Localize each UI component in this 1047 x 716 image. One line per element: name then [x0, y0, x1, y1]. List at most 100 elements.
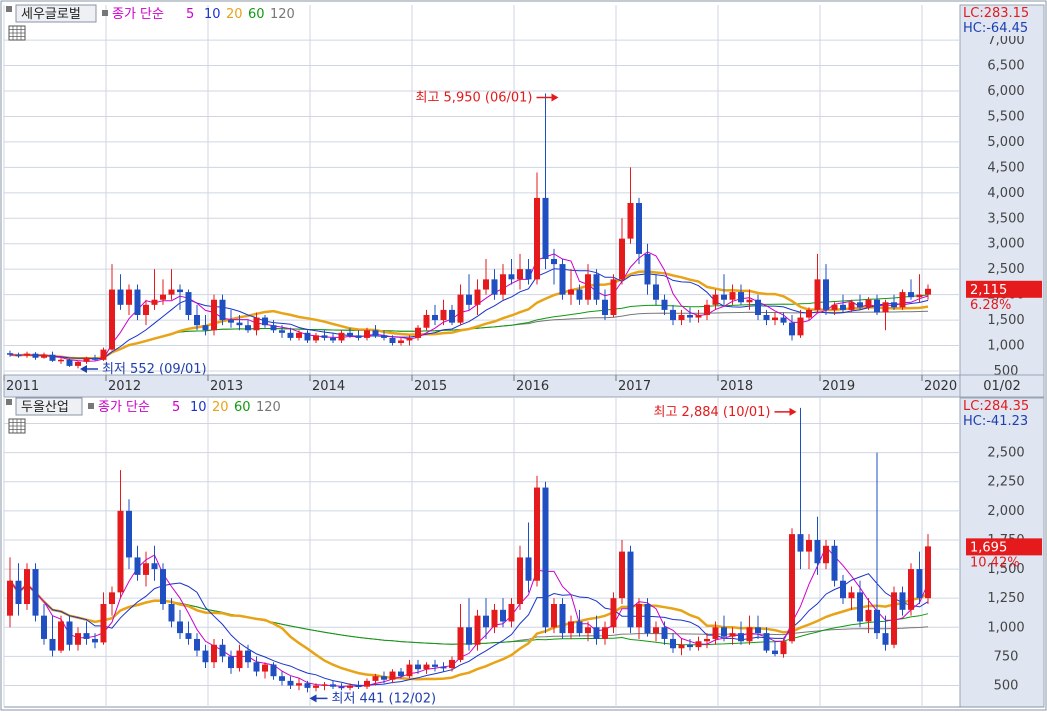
candle [500, 264, 506, 300]
candle-body [670, 309, 676, 321]
candle [593, 615, 600, 645]
candle [882, 299, 889, 331]
candle-body [194, 638, 200, 651]
candle [619, 218, 625, 285]
price-axis [959, 4, 1045, 376]
candle-body [151, 563, 158, 570]
ma-legend-120: 120 [256, 400, 281, 415]
candle [576, 284, 583, 305]
x-tick-label: 2020 [924, 379, 957, 394]
candle [823, 264, 829, 315]
candle [559, 598, 566, 639]
candle-body [780, 641, 787, 655]
candle [160, 279, 166, 305]
candle [789, 528, 795, 644]
candle-body [823, 545, 829, 564]
candle [143, 299, 149, 326]
candle [780, 312, 787, 326]
candle-body [627, 203, 634, 239]
candle [610, 274, 617, 318]
candle [712, 289, 719, 310]
candle-body [491, 279, 498, 295]
candle-body [704, 304, 710, 315]
last-price-badge [966, 538, 1042, 556]
candle [678, 638, 685, 656]
candle-body [58, 621, 64, 651]
candle-body [355, 335, 362, 338]
candle-body [738, 292, 744, 303]
candle [117, 274, 124, 310]
candle [729, 284, 736, 305]
candle-body [66, 359, 73, 366]
candle-body [542, 197, 549, 259]
candle [100, 347, 107, 361]
candle-body [755, 299, 761, 315]
stock-name-box[interactable] [15, 397, 83, 416]
candle-body [177, 289, 183, 293]
candle-body [474, 615, 481, 645]
candle [925, 284, 931, 300]
candle [321, 330, 328, 341]
candle [355, 680, 362, 690]
candle-body [891, 592, 897, 645]
candle-body [534, 197, 540, 280]
table-icon[interactable] [8, 418, 26, 434]
candle [83, 356, 90, 364]
candle [296, 678, 302, 691]
last-change-percent: 6.28% [970, 298, 1011, 313]
candle [151, 545, 158, 581]
candle-body [576, 289, 583, 300]
candle [653, 274, 659, 305]
candle [517, 545, 523, 610]
candle [253, 312, 260, 336]
candle [143, 551, 149, 587]
candle-body [423, 315, 430, 328]
candle [279, 671, 285, 686]
candle-body [483, 615, 489, 628]
candle [619, 539, 625, 605]
candle-body [304, 683, 311, 688]
candle-body [75, 633, 81, 645]
candle-body [100, 349, 107, 360]
candle-body [823, 279, 829, 310]
candle [398, 337, 404, 346]
candle [483, 259, 489, 295]
ma-legend-5: 5 [186, 7, 194, 22]
stock-name[interactable]: 세우글로벌 [21, 7, 81, 22]
candle-body [772, 650, 778, 655]
candle-body [551, 259, 557, 265]
candle-body [619, 238, 625, 280]
candle [721, 274, 727, 305]
candle [746, 615, 753, 645]
candle [381, 671, 387, 684]
candle-body [602, 627, 608, 639]
candle-body [364, 330, 370, 338]
candle-body [330, 684, 336, 687]
candle-body [415, 664, 421, 670]
candle [389, 669, 396, 684]
candle-body [7, 580, 13, 616]
candle-body [857, 302, 863, 308]
candle [389, 335, 396, 346]
candle [185, 621, 192, 645]
candle-body [899, 592, 906, 610]
candle [7, 557, 13, 628]
candle [440, 662, 447, 672]
lc-value: LC:284.35 [963, 399, 1029, 414]
candle [466, 274, 472, 310]
x-tick-label: 2018 [720, 379, 753, 394]
candle-body [398, 340, 404, 343]
candle [712, 621, 719, 645]
y-tick-label: 3,500 [987, 211, 1024, 226]
ma-legend-60: 60 [234, 400, 251, 415]
candle [721, 615, 727, 642]
stock-name[interactable]: 두올산업 [21, 400, 69, 415]
table-icon[interactable] [8, 25, 26, 41]
x-tick-label: 2017 [618, 379, 651, 394]
legend-bullet-icon [102, 10, 108, 16]
high-arrow-head [551, 93, 559, 102]
candle [177, 609, 183, 639]
lc-hc-backdrop [961, 6, 1043, 36]
stock-name-box[interactable] [15, 4, 97, 23]
candle-body [704, 638, 710, 642]
